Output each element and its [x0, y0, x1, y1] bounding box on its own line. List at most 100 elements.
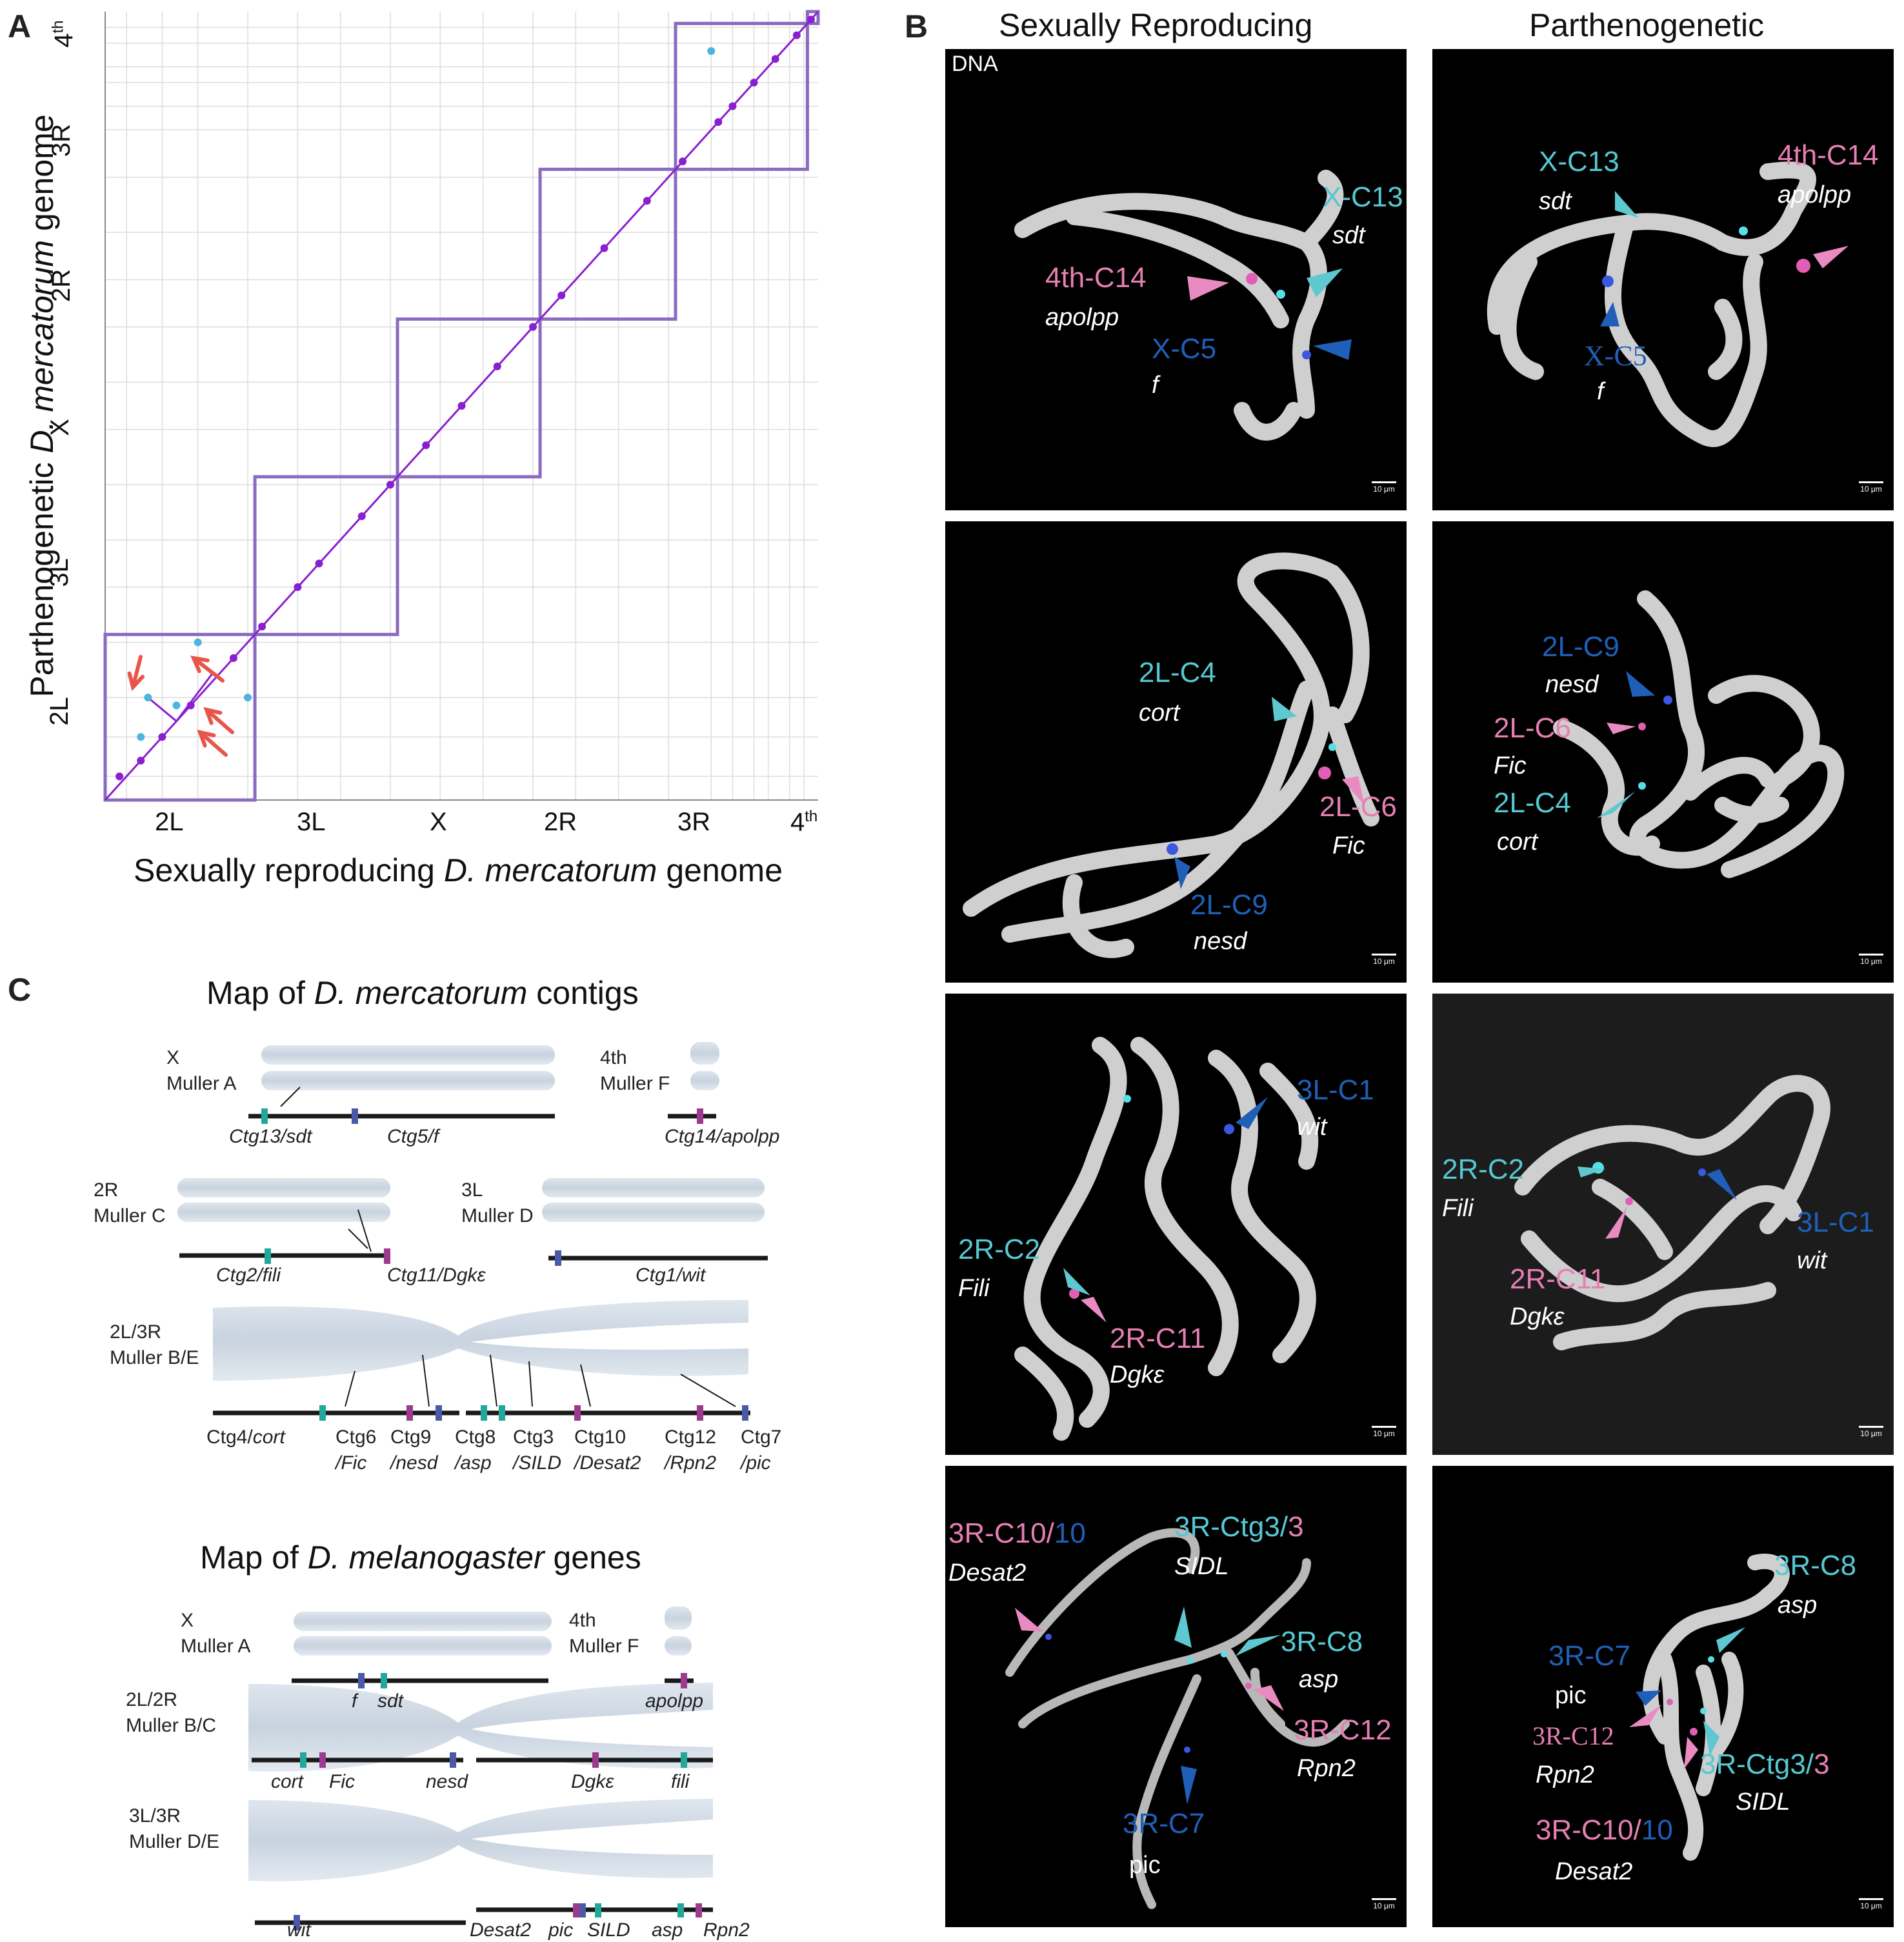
chromosome-image	[1014, 170, 1352, 441]
label-3r-c7: 3R-C7	[1123, 1808, 1205, 1839]
chr-4th-muller: Muller F	[600, 1073, 670, 1094]
label-2l-c4: 2L-C4	[1139, 657, 1216, 688]
chromosome-image	[1487, 161, 1849, 447]
map-title-mercatorum: Map of D. mercatorum contigs	[206, 974, 639, 1012]
label-sdt: sdt	[1332, 222, 1365, 249]
label-asp: asp	[1299, 1666, 1339, 1693]
dotplot-svg	[103, 10, 820, 802]
label-2l-c9: 2L-C9	[1190, 889, 1268, 921]
scale-bar: 10 μm	[1855, 1426, 1887, 1438]
inversion-arrowhead	[197, 729, 216, 748]
ctg9-name: Ctg9	[390, 1426, 432, 1448]
map-drawing	[177, 1042, 768, 1930]
chr-x-muller: Muller A	[166, 1073, 237, 1094]
label-3r-c10-b: 10	[1641, 1814, 1673, 1846]
ctg2-label: Ctg2/fili	[216, 1265, 281, 1286]
ctg14-label: Ctg14/apolpp	[665, 1126, 780, 1147]
label-wit: wit	[1797, 1247, 1827, 1274]
ctg5-label: Ctg5/f	[387, 1126, 439, 1147]
data-point-inverted	[707, 47, 716, 55]
label-nesd: nesd	[1545, 671, 1599, 698]
ctg4-gene: cort	[252, 1426, 285, 1448]
y-tick-3R: 3R	[47, 123, 76, 157]
label-3r-ctg3: 3R-Ctg3/3	[1700, 1748, 1830, 1781]
label-4th-c14: 4th-C14	[1045, 262, 1147, 294]
micrograph-r1-parthenogenetic: X-C13 sdt 4th-C14 apolpp X-C5 f 10 μm	[1432, 49, 1894, 510]
data-point-inverted	[194, 638, 202, 646]
ctg11-label: Ctg11/Dgkε	[387, 1265, 486, 1286]
chr-2l3r-name: 2L/3R	[110, 1321, 162, 1343]
y-tick-X: X	[45, 419, 74, 436]
y-tick-4th-num: 4	[49, 33, 78, 48]
x-tick-4th: 4th	[790, 808, 817, 837]
chr-3l-name: 3L	[461, 1179, 483, 1201]
scale-bar: 10 μm	[1368, 954, 1400, 966]
map-title-melanogaster: Map of D. melanogaster genes	[200, 1539, 641, 1576]
ctg3-name: Ctg3	[513, 1426, 554, 1448]
map-title-melanogaster-species: D. melanogaster	[307, 1539, 545, 1576]
data-point-syntenic	[807, 15, 815, 24]
data-point-syntenic	[115, 772, 124, 781]
label-3r-c7: 3R-C7	[1548, 1640, 1631, 1672]
scale-bar: 10 μm	[1855, 1898, 1887, 1910]
chromosome-image	[1005, 1528, 1350, 1909]
gene-pic: pic	[548, 1919, 574, 1941]
inversion-arrow	[205, 708, 234, 734]
label-sidl: SIDL	[1174, 1553, 1229, 1580]
dna-label: DNA	[952, 52, 998, 76]
data-point-syntenic	[750, 78, 758, 86]
data-point-syntenic	[422, 441, 430, 450]
chr-2l3r-muller: Muller B/E	[110, 1347, 199, 1368]
label-fili: Fili	[958, 1275, 990, 1302]
col-header-parthenogenetic: Parthenogenetic	[1529, 7, 1765, 43]
ctg12-name: Ctg12	[665, 1426, 717, 1448]
y-tick-2R: 2R	[47, 268, 76, 303]
label-2l-c6: 2L-C6	[1494, 712, 1571, 744]
label-2r-c11: 2R-C11	[1510, 1263, 1606, 1295]
label-x-c13: X-C13	[1323, 181, 1403, 213]
label-4th-c14: 4th-C14	[1778, 139, 1879, 171]
chr-2r-name: 2R	[94, 1179, 119, 1201]
ctg7-name: Ctg7	[741, 1426, 782, 1448]
label-cort: cort	[1139, 699, 1180, 726]
ctg7-label: Ctg7/pic	[741, 1425, 781, 1476]
data-point-syntenic	[186, 701, 195, 710]
y-tick-4th-sup: th	[49, 20, 67, 34]
gene-rpn2: Rpn2	[703, 1919, 750, 1941]
micrograph-r3-sexual: 3L-C1 wit 2R-C2 Fili 2R-C11 Dgkε 10 μm	[945, 994, 1407, 1455]
x-axis-title-post: genome	[657, 852, 783, 888]
ctg9-gene: /nesd	[390, 1452, 438, 1474]
data-point-syntenic	[137, 756, 145, 765]
label-3r-ctg3-b: 3	[1288, 1511, 1304, 1543]
gene-sild: SILD	[587, 1919, 630, 1941]
col-header-sexual: Sexually Reproducing	[999, 7, 1313, 43]
label-dgk: Dgkε	[1110, 1361, 1165, 1388]
x-axis-title-species: D. mercatorum	[443, 852, 657, 888]
chromosome-box	[805, 10, 820, 25]
ctg6-label: Ctg6/Fic	[336, 1425, 376, 1476]
label-pic: pic	[1129, 1852, 1161, 1879]
label-3r-c10: 3R-C10/10	[1536, 1814, 1673, 1847]
label-apolpp: apolpp	[1778, 181, 1852, 208]
scale-bar: 10 μm	[1368, 481, 1400, 494]
gene-f: f	[352, 1690, 357, 1712]
label-3r-ctg3-a: 3R-Ctg3/	[1700, 1748, 1814, 1780]
chr-2l3r-label: 2L/3R Muller B/E	[110, 1319, 199, 1371]
chromosome-box	[538, 167, 677, 321]
ctg4-name: Ctg4/	[206, 1426, 253, 1448]
label-2r-c11: 2R-C11	[1110, 1323, 1206, 1354]
ctg7-gene: /pic	[741, 1452, 771, 1474]
map-panel: Map of D. mercatorum contigs X Muller A 4…	[0, 961, 903, 1936]
x-tick-2L: 2L	[155, 808, 184, 836]
label-wit: wit	[1297, 1114, 1327, 1141]
mel-chr-4th-name: 4th	[569, 1610, 596, 1631]
map-title-melanogaster-pre: Map of	[200, 1539, 308, 1576]
gene-wit: wit	[287, 1919, 311, 1941]
ctg3-gene: /SILD	[513, 1452, 562, 1474]
label-x-c5: X-C5	[1584, 340, 1647, 372]
data-point-syntenic	[294, 583, 302, 592]
chromosome-box	[103, 632, 257, 802]
label-pic: pic	[1555, 1682, 1587, 1709]
label-nesd: nesd	[1194, 928, 1247, 955]
ctg6-gene: /Fic	[336, 1452, 367, 1474]
